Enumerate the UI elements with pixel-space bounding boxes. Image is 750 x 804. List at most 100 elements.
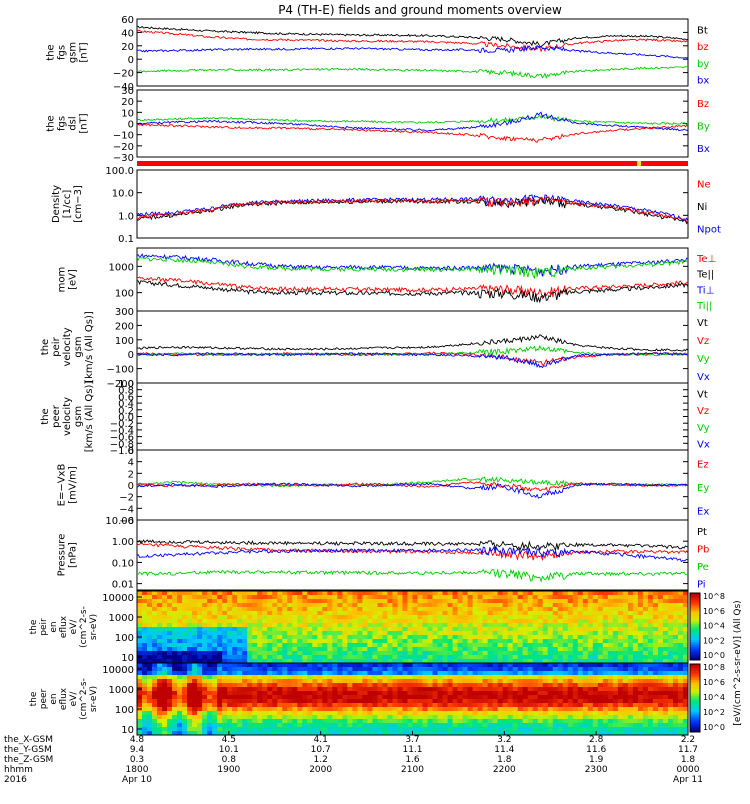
spectrogram-cell [237,663,243,668]
spectrogram-cell [137,691,143,696]
spectrogram-cell [577,639,584,644]
spectrogram-cell [637,723,644,728]
legend-label: Npot [697,225,721,236]
spectrogram-cell [532,671,539,676]
spectrogram-cell [307,607,313,612]
spectrogram-cell [537,727,544,732]
spectrogram-cell [137,723,143,728]
spectrogram-cell [297,667,303,672]
spectrogram-cell [357,723,363,728]
spectrogram-cell [592,667,599,672]
spectrogram-cell [562,595,569,600]
x-tick-label: 3.7 [405,735,419,745]
spectrogram-cell [667,667,674,672]
spectrogram-cell [377,663,383,668]
series-line [137,351,689,366]
spectrogram-cell [307,659,313,664]
spectrogram-cell [327,675,333,680]
spectrogram-cell [452,615,458,620]
spectrogram-cell [562,611,569,616]
spectrogram-cell [367,607,373,612]
y-tick-label: −20 [113,142,134,153]
spectrogram-cell [487,675,494,680]
spectrogram-cell [252,679,258,684]
spectrogram-cell [162,707,168,712]
spectrogram-cell [557,603,564,608]
spectrogram-cell [482,683,489,688]
spectrogram-cell [642,699,649,704]
spectrogram-cell [247,663,253,668]
spectrogram-cell [517,687,524,692]
spectrogram-cell [637,611,644,616]
spectrogram-cell [562,651,569,656]
spectrogram-cell [462,647,468,652]
spectrogram-cell [292,651,298,656]
spectrogram-cell [152,687,158,692]
spectrogram-cell [512,727,519,732]
spectrogram-cell [527,667,534,672]
spectrogram-cell [472,611,479,616]
colorbar-cell [690,622,700,625]
spectrogram-cell [632,631,639,636]
spectrogram-cell [552,623,559,628]
y-axis-label: velocity [62,397,73,436]
spectrogram-cell [507,687,514,692]
spectrogram-cell [207,611,213,616]
spectrogram-cell [237,639,243,644]
spectrogram-cell [302,667,308,672]
spectrogram-cell [597,655,604,660]
spectrogram-cell [352,667,358,672]
spectrogram-cell [427,659,433,664]
spectrogram-cell [547,699,554,704]
spectrogram-cell [642,651,649,656]
spectrogram-cell [357,675,363,680]
spectrogram-cell [432,731,438,736]
spectrogram-cell [412,607,418,612]
spectrogram-cell [557,647,564,652]
spectrogram-cell [517,691,524,696]
spectrogram-cell [657,699,664,704]
spectrogram-cell [192,591,198,596]
spectrogram-cell [652,591,659,596]
spectrogram-cell [457,687,463,692]
spectrogram-cell [202,627,208,632]
spectrogram-cell [477,595,484,600]
spectrogram-cell [667,683,674,688]
spectrogram-cell [182,655,188,660]
spectrogram-cell [292,715,298,720]
spectrogram-cell [627,711,634,716]
spectrogram-cell [427,687,433,692]
spectrogram-cell [247,595,253,600]
spectrogram-cell [552,615,559,620]
spectrogram-cell [497,715,504,720]
spectrogram-cell [392,647,398,652]
spectrogram-cell [362,651,368,656]
spectrogram-cell [567,715,574,720]
spectrogram-cell [232,599,238,604]
spectrogram-cell [362,703,368,708]
spectrogram-cell [172,663,178,668]
spectrogram-cell [662,595,669,600]
spectrogram-cell [272,591,278,596]
spectrogram-cell [437,599,443,604]
spectrogram-cell [382,651,388,656]
spectrogram-cell [592,711,599,716]
spectrogram-cell [307,691,313,696]
spectrogram-cell [187,699,193,704]
spectrogram-cell [267,627,273,632]
spectrogram-cell [487,683,494,688]
spectrogram-cell [257,603,263,608]
spectrogram-cell [562,635,569,640]
spectrogram-cell [222,615,228,620]
spectrogram-cell [542,591,549,596]
spectrogram-cell [482,723,489,728]
spectrogram-cell [657,599,664,604]
spectrogram-cell [262,655,268,660]
spectrogram-cell [572,623,579,628]
spectrogram-cell [362,715,368,720]
spectrogram-cell [297,607,303,612]
spectrogram-cell [447,591,453,596]
spectrogram-cell [167,595,173,600]
spectrogram-cell [557,703,564,708]
spectrogram-cell [432,691,438,696]
